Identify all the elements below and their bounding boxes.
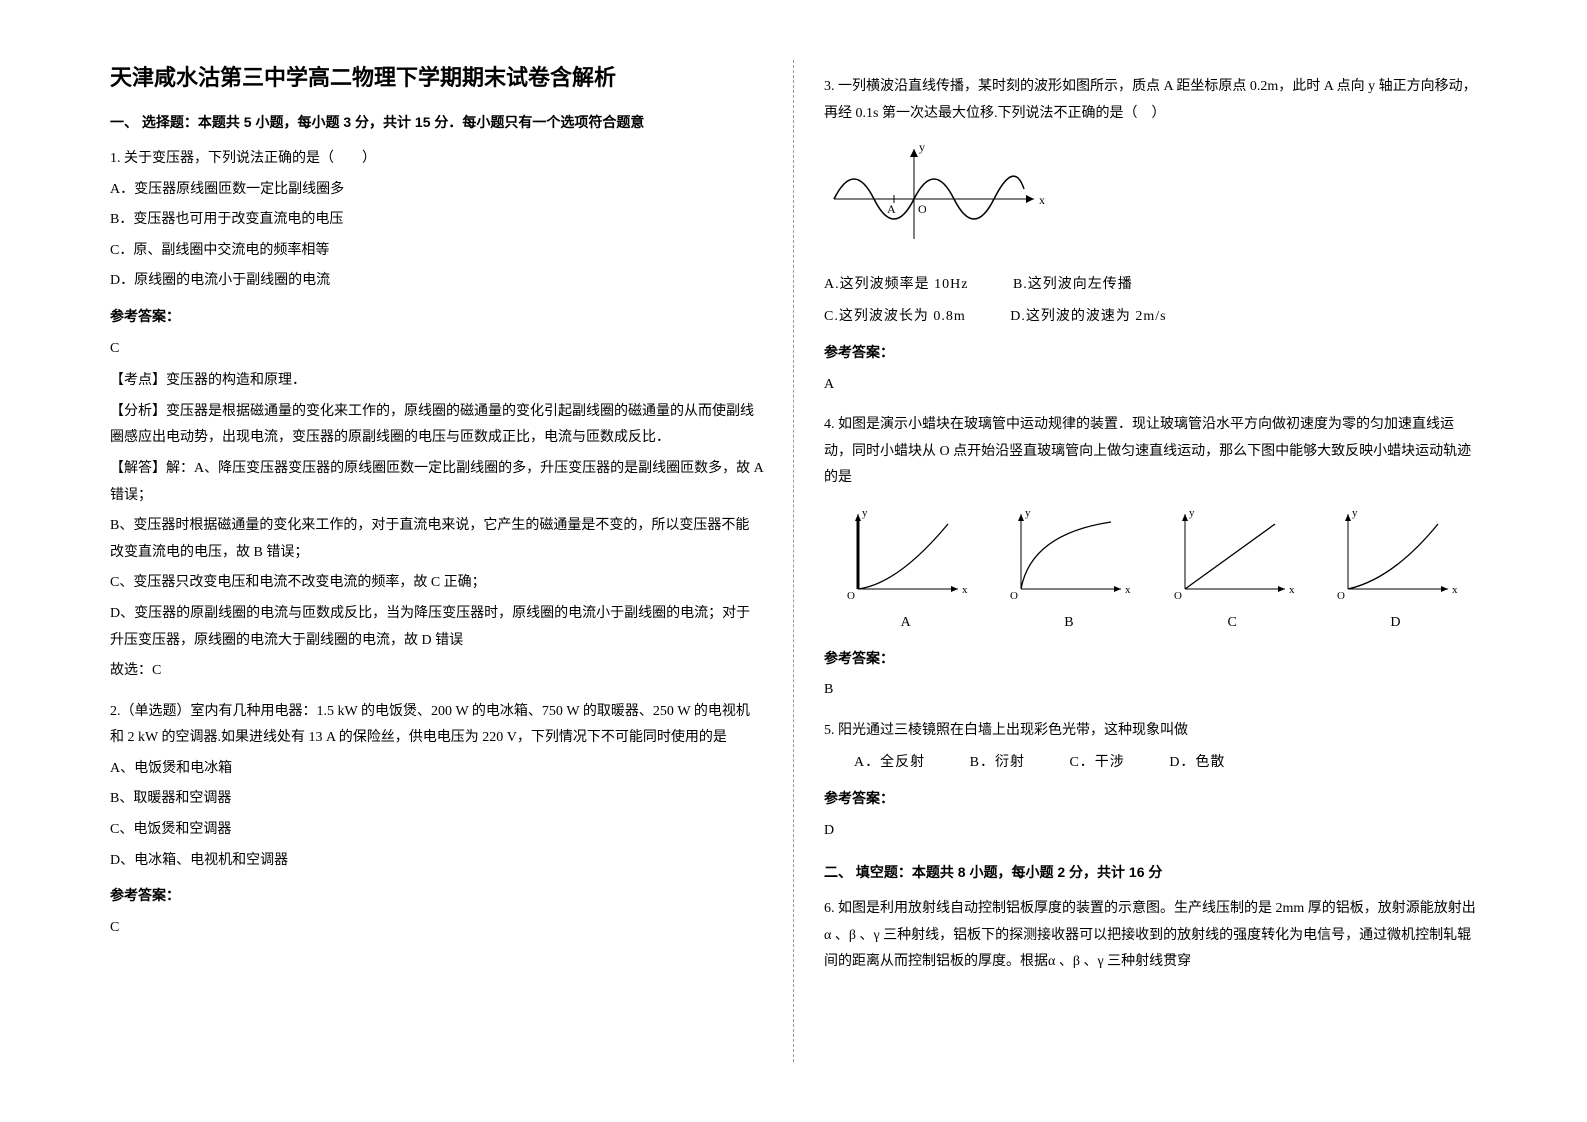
- q1-solA: 【解答】解：A、降压变压器变压器的原线圈匝数一定比副线圈的多，升压变压器的是副线…: [110, 456, 763, 509]
- svg-text:x: x: [1452, 584, 1458, 596]
- section1-heading: 一、 选择题：本题共 5 小题，每小题 3 分，共计 15 分．每小题只有一个选…: [110, 112, 763, 132]
- q2-optD: D、电冰箱、电视机和空调器: [110, 848, 763, 875]
- q4-fig-A: x y O A: [824, 504, 987, 637]
- q2-stem: 2.（单选题）室内有几种用电器：1.5 kW 的电饭煲、200 W 的电冰箱、7…: [110, 699, 763, 752]
- q5-stem: 5. 阳光通过三棱镜照在白墙上出现彩色光带，这种现象叫做: [824, 718, 1477, 745]
- svg-text:y: y: [862, 507, 868, 519]
- q1-answer-label: 参考答案：: [110, 303, 763, 330]
- q4-fig-B: x y O B: [987, 504, 1150, 637]
- q4-fig-C: x y O C: [1151, 504, 1314, 637]
- q4-fig-D: x y O D: [1314, 504, 1477, 637]
- q4-label-D: D: [1314, 610, 1477, 637]
- q1-solC: C、变压器只改变电压和电流不改变电流的频率，故 C 正确；: [110, 570, 763, 597]
- q1-solD: D、变压器的原副线圈的电流与匝数成反比，当为降压变压器时，原线圈的电流小于副线圈…: [110, 601, 763, 654]
- question-1: 1. 关于变压器，下列说法正确的是（ ） A．变压器原线圈匝数一定比副线圈多 B…: [110, 146, 763, 685]
- q1-conclusion: 故选：C: [110, 658, 763, 685]
- q1-optD: D．原线圈的电流小于副线圈的电流: [110, 268, 763, 295]
- document-title: 天津咸水沽第三中学高二物理下学期期末试卷含解析: [110, 60, 763, 92]
- svg-text:O: O: [1337, 590, 1345, 602]
- q3-wave-figure: x y O A: [824, 139, 1477, 260]
- svg-text:O: O: [1174, 590, 1182, 602]
- q3-options-row1: A.这列波频率是 10Hz B.这列波向左传播: [824, 272, 1477, 299]
- svg-text:x: x: [1039, 193, 1045, 207]
- q5-options: A．全反射 B．衍射 C．干涉 D．色散: [824, 750, 1477, 777]
- left-column: 天津咸水沽第三中学高二物理下学期期末试卷含解析 一、 选择题：本题共 5 小题，…: [80, 60, 794, 1062]
- q1-optA: A．变压器原线圈匝数一定比副线圈多: [110, 177, 763, 204]
- svg-text:y: y: [1025, 507, 1031, 519]
- q3-optA: A.这列波频率是 10Hz: [824, 272, 968, 299]
- q4-label-C: C: [1151, 610, 1314, 637]
- q2-answer: C: [110, 915, 763, 942]
- q3-optB: B.这列波向左传播: [1013, 272, 1133, 299]
- q5-answer-label: 参考答案：: [824, 785, 1477, 812]
- q1-optC: C．原、副线圈中交流电的频率相等: [110, 238, 763, 265]
- q5-optA: A．全反射: [854, 750, 925, 777]
- svg-text:x: x: [962, 584, 968, 596]
- q4-answer: B: [824, 677, 1477, 704]
- question-2: 2.（单选题）室内有几种用电器：1.5 kW 的电饭煲、200 W 的电冰箱、7…: [110, 699, 763, 942]
- q5-optB: B．衍射: [970, 750, 1025, 777]
- q1-optB: B．变压器也可用于改变直流电的电压: [110, 207, 763, 234]
- svg-text:x: x: [1125, 584, 1131, 596]
- q4-answer-label: 参考答案：: [824, 645, 1477, 672]
- q5-answer: D: [824, 818, 1477, 845]
- q3-stem: 3. 一列横波沿直线传播，某时刻的波形如图所示，质点 A 距坐标原点 0.2m，…: [824, 74, 1477, 127]
- q2-answer-label: 参考答案：: [110, 882, 763, 909]
- section2-heading: 二、 填空题：本题共 8 小题，每小题 2 分，共计 16 分: [824, 862, 1477, 882]
- q2-optA: A、电饭煲和电冰箱: [110, 756, 763, 783]
- question-6: 6. 如图是利用放射线自动控制铝板厚度的装置的示意图。生产线压制的是 2mm 厚…: [824, 896, 1477, 976]
- q1-analysis: 【分析】变压器是根据磁通量的变化来工作的，原线圈的磁通量的变化引起副线圈的磁通量…: [110, 399, 763, 452]
- q2-optB: B、取暖器和空调器: [110, 786, 763, 813]
- q1-solB: B、变压器时根据磁通量的变化来工作的，对于直流电来说，它产生的磁通量是不变的，所…: [110, 513, 763, 566]
- right-column: 3. 一列横波沿直线传播，某时刻的波形如图所示，质点 A 距坐标原点 0.2m，…: [794, 60, 1507, 1062]
- q6-stem: 6. 如图是利用放射线自动控制铝板厚度的装置的示意图。生产线压制的是 2mm 厚…: [824, 896, 1477, 976]
- q1-point: 【考点】变压器的构造和原理．: [110, 368, 763, 395]
- svg-text:O: O: [918, 202, 927, 216]
- q4-figure-row: x y O A x y O B: [824, 504, 1477, 637]
- q3-optD: D.这列波的波速为 2m/s: [1010, 304, 1166, 331]
- svg-text:A: A: [887, 202, 896, 216]
- svg-text:y: y: [1189, 507, 1195, 519]
- svg-text:O: O: [1010, 590, 1018, 602]
- q4-stem: 4. 如图是演示小蜡块在玻璃管中运动规律的装置．现让玻璃管沿水平方向做初速度为零…: [824, 412, 1477, 492]
- wave-svg: x y O A: [824, 139, 1054, 249]
- question-4: 4. 如图是演示小蜡块在玻璃管中运动规律的装置．现让玻璃管沿水平方向做初速度为零…: [824, 412, 1477, 704]
- q4-label-A: A: [824, 610, 987, 637]
- q4-label-B: B: [987, 610, 1150, 637]
- q2-optC: C、电饭煲和空调器: [110, 817, 763, 844]
- q3-optC: C.这列波波长为 0.8m: [824, 304, 966, 331]
- question-5: 5. 阳光通过三棱镜照在白墙上出现彩色光带，这种现象叫做 A．全反射 B．衍射 …: [824, 718, 1477, 844]
- q5-optC: C．干涉: [1069, 750, 1124, 777]
- svg-text:O: O: [847, 590, 855, 602]
- svg-text:y: y: [919, 140, 925, 154]
- question-3: 3. 一列横波沿直线传播，某时刻的波形如图所示，质点 A 距坐标原点 0.2m，…: [824, 74, 1477, 398]
- q3-answer-label: 参考答案：: [824, 339, 1477, 366]
- q5-optD: D．色散: [1169, 750, 1225, 777]
- q1-answer: C: [110, 336, 763, 363]
- svg-text:x: x: [1289, 584, 1295, 596]
- q1-stem: 1. 关于变压器，下列说法正确的是（ ）: [110, 146, 763, 173]
- q3-options-row2: C.这列波波长为 0.8m D.这列波的波速为 2m/s: [824, 304, 1477, 331]
- svg-text:y: y: [1352, 507, 1358, 519]
- q3-answer: A: [824, 372, 1477, 399]
